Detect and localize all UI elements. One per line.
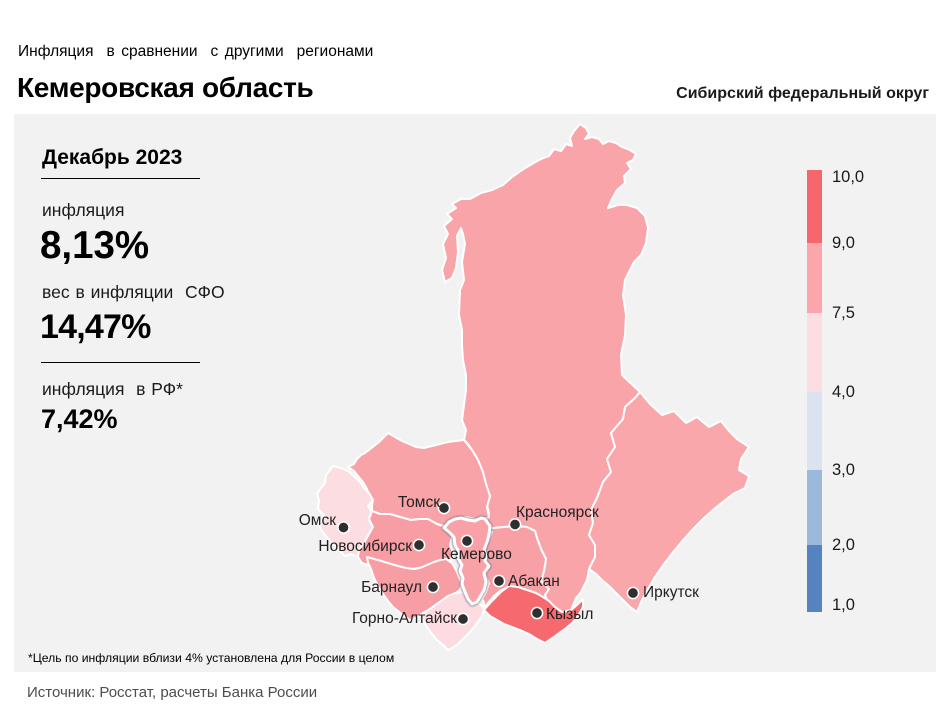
svg-text:Кемерово: Кемерово <box>441 546 512 563</box>
svg-text:Омск: Омск <box>299 512 336 529</box>
svg-text:Кызыл: Кызыл <box>546 606 593 623</box>
svg-text:Барнаул: Барнаул <box>361 579 422 596</box>
svg-text:Абакан: Абакан <box>508 573 560 590</box>
svg-text:Томск: Томск <box>398 494 440 511</box>
svg-text:Иркутск: Иркутск <box>643 584 699 601</box>
svg-text:Красноярск: Красноярск <box>516 504 599 521</box>
svg-text:Новосибирск: Новосибирск <box>318 538 412 555</box>
svg-text:Горно-Алтайск: Горно-Алтайск <box>352 610 457 627</box>
